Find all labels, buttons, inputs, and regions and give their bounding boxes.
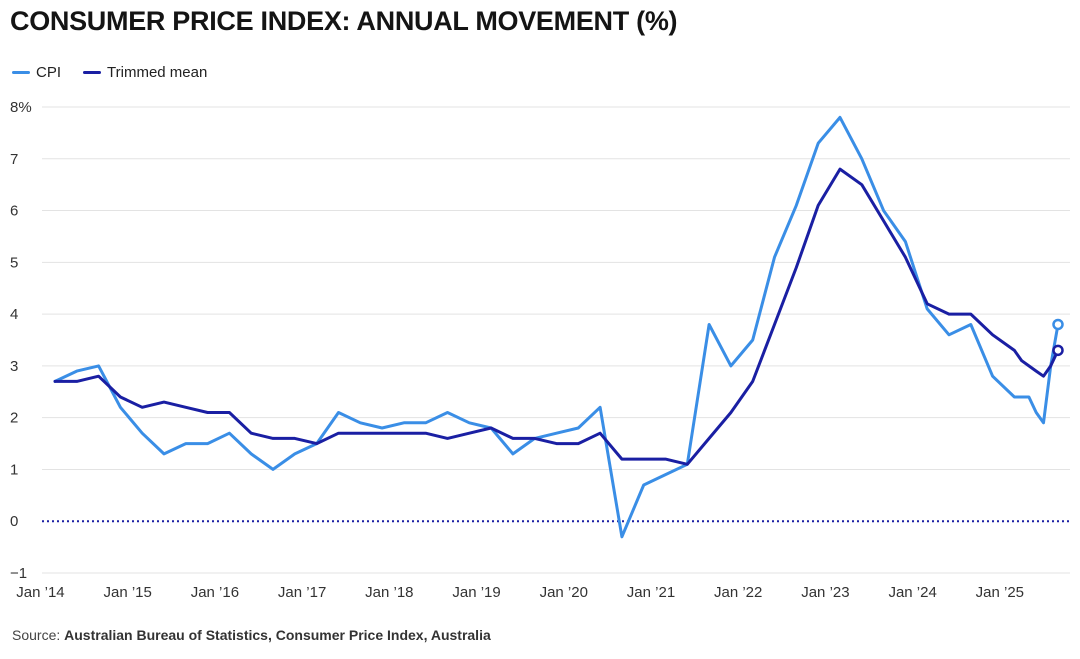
y-tick-label: 0 — [10, 513, 18, 530]
y-tick-label: 8% — [10, 99, 32, 116]
x-tick-label: Jan ’24 — [888, 584, 936, 601]
legend-item-cpi: CPI — [12, 64, 61, 81]
x-tick-label: Jan ’20 — [540, 584, 588, 601]
trimmed-mean-end-marker — [1052, 344, 1064, 357]
x-tick-label: Jan ’23 — [801, 584, 849, 601]
legend-item-trimmed-mean: Trimmed mean — [83, 64, 207, 81]
legend-swatch-trimmed-mean — [83, 71, 102, 74]
x-tick-label: Jan ’17 — [278, 584, 326, 601]
x-tick-label: Jan ’22 — [714, 584, 762, 601]
y-tick-label: −1 — [10, 565, 27, 582]
y-tick-label: 1 — [10, 461, 18, 478]
source-note: Source: Australian Bureau of Statistics,… — [12, 627, 491, 643]
y-tick-label: 3 — [10, 358, 18, 375]
x-tick-label: Jan ’25 — [976, 584, 1024, 601]
y-tick-label: 2 — [10, 410, 18, 427]
x-tick-label: Jan ’18 — [365, 584, 413, 601]
trimmed-mean-series-line — [53, 167, 1060, 466]
x-tick-label: Jan ’19 — [452, 584, 500, 601]
x-tick-label: Jan ’16 — [191, 584, 239, 601]
y-tick-label: 4 — [10, 306, 18, 323]
source-text: Australian Bureau of Statistics, Consume… — [64, 627, 491, 643]
y-tick-label: 5 — [10, 254, 18, 271]
legend: CPI Trimmed mean — [12, 64, 229, 81]
source-prefix: Source: — [12, 627, 65, 643]
chart-title: CONSUMER PRICE INDEX: ANNUAL MOVEMENT (%… — [10, 6, 678, 36]
legend-swatch-cpi — [12, 71, 30, 74]
legend-label-trimmed-mean: Trimmed mean — [107, 64, 208, 81]
y-tick-label: 7 — [10, 151, 18, 168]
cpi-end-marker — [1052, 318, 1064, 331]
y-tick-label: 6 — [10, 203, 18, 220]
line-chart: −1 0 1 2 3 4 5 6 7 8% Jan ’14 Jan ’15 Jan ’16 Jan ’17… — [10, 99, 1070, 601]
x-tick-label: Jan ’14 — [16, 584, 64, 601]
cpi-series-line — [53, 115, 1060, 539]
x-tick-label: Jan ’15 — [103, 584, 151, 601]
x-tick-label: Jan ’21 — [627, 584, 675, 601]
legend-label-cpi: CPI — [36, 64, 62, 81]
